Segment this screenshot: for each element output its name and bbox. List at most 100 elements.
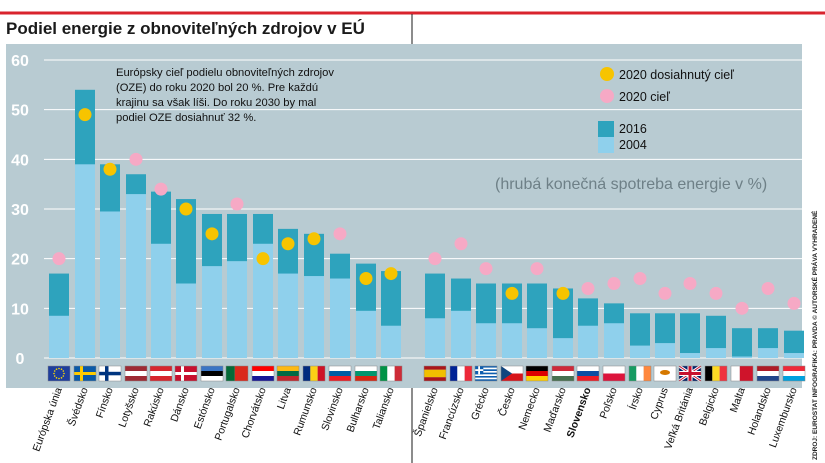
flag-icon: [602, 365, 626, 382]
bar-2004: [227, 261, 247, 358]
y-axis-ticks: 0 10 20 30 40 50 60: [11, 53, 29, 368]
category-label: Švédsko: [65, 385, 91, 427]
bar-2004: [527, 328, 547, 358]
flag-icon: [449, 365, 473, 382]
flag-icon: [328, 365, 352, 382]
note-text: Európsky cieľ podielu obnoviteľných zdro…: [116, 67, 334, 124]
target-dot: [683, 277, 697, 290]
y-tick-label: 10: [11, 301, 29, 318]
target-dot: [530, 262, 544, 276]
flag-icon: [653, 365, 677, 382]
legend-2016-swatch: [598, 121, 614, 137]
category-label: Európska únia: [31, 386, 65, 453]
flag-icon: [47, 365, 71, 382]
category-label: Belgicko: [697, 386, 722, 428]
flag-icon: [474, 365, 498, 382]
flag-icon: [225, 365, 249, 382]
chart-title: Podiel energie z obnoviteľných zdrojov v…: [6, 19, 365, 38]
flag-icon: [730, 365, 754, 382]
target-dot: [787, 296, 801, 310]
markers: [52, 108, 801, 315]
bar-2004: [100, 211, 120, 358]
category-label: Maďarsko: [542, 386, 569, 434]
achieved-dot: [103, 162, 117, 176]
category-label: Slovensko: [565, 386, 594, 439]
bar-2004: [278, 273, 298, 358]
category-label: Estónsko: [192, 386, 218, 431]
bar-2004: [655, 343, 675, 358]
flag-icon: [576, 365, 600, 382]
bar-2004: [381, 325, 401, 358]
bar-2004: [732, 356, 752, 358]
note-line-1: Európsky cieľ podielu obnoviteľných zdro…: [116, 67, 334, 79]
target-dot: [581, 281, 595, 295]
chart-subtitle: (hrubá konečná spotreba energie v %): [495, 176, 767, 193]
flag-icon: [276, 365, 300, 382]
category-label: Luxembursko: [767, 386, 800, 449]
category-label: Slovinsko: [319, 386, 346, 432]
flag-icon: [200, 365, 224, 382]
category-label: Taliansko: [371, 386, 397, 431]
bar-2004: [253, 243, 273, 358]
category-label: Bulharsko: [345, 386, 372, 434]
legend-2004-swatch: [598, 137, 614, 153]
flag-icon: [423, 365, 447, 382]
target-dot: [761, 281, 775, 295]
note-line-3: krajinu sa však líši. Do roku 2030 by ma…: [116, 97, 316, 109]
country-flags: [47, 364, 806, 383]
legend-achieved-swatch: [600, 67, 614, 81]
category-label: Španielsko: [411, 385, 441, 438]
achieved-dot: [307, 232, 321, 246]
target-dot: [154, 182, 168, 196]
category-label: Litva: [275, 386, 294, 411]
flag-icon: [500, 365, 524, 382]
target-dot: [428, 252, 442, 266]
bar-2016: [784, 330, 804, 358]
flag-icon: [678, 364, 702, 383]
note-line-2: (OZE) do roku 2020 bol 20 %. Pre každú: [116, 82, 318, 94]
target-dot: [52, 252, 66, 266]
target-dot: [230, 197, 244, 211]
bar-2004: [451, 310, 471, 358]
y-tick-label: 60: [11, 53, 29, 70]
legend-2016-label: 2016: [619, 122, 647, 136]
bar-2004: [151, 243, 171, 358]
y-tick-label: 0: [16, 351, 25, 368]
flag-icon: [124, 365, 148, 382]
category-label: Írsko: [626, 385, 646, 411]
target-dot: [454, 237, 468, 251]
bar-2004: [49, 315, 69, 358]
achieved-dot: [359, 272, 373, 286]
bar-2004: [304, 276, 324, 358]
category-label: Chorvátsko: [239, 386, 268, 440]
category-label: Rumunsko: [291, 386, 319, 437]
achieved-dot: [179, 202, 193, 216]
achieved-dot: [78, 108, 92, 122]
y-tick-label: 50: [11, 103, 29, 120]
bar-2004: [356, 310, 376, 358]
category-label: Dánsko: [168, 386, 192, 424]
bar-2004: [126, 194, 146, 358]
achieved-dot: [256, 252, 270, 266]
bar-2004: [476, 323, 496, 358]
legend-target-swatch: [600, 89, 614, 103]
achieved-dot: [205, 227, 219, 241]
flag-icon: [174, 365, 198, 382]
target-dot: [333, 227, 347, 241]
flag-icon: [628, 365, 652, 382]
source-credit: ZDROJ: EUROSTAT INFOGRAFIKA: PRAVDA © AU…: [810, 210, 819, 460]
y-tick-label: 20: [11, 252, 29, 269]
target-dot: [479, 262, 493, 276]
bar-2004: [202, 266, 222, 358]
y-tick-label: 30: [11, 202, 29, 219]
category-labels: Európska únia Švédsko Fínsko Lotyšsko Rakúsk…: [31, 385, 800, 453]
bar-2016: [680, 313, 700, 358]
achieved-dot: [505, 286, 519, 300]
category-label: Česko: [495, 385, 517, 418]
legend-achieved-label: 2020 dosiahnutý cieľ: [619, 68, 734, 82]
target-dot: [735, 301, 749, 315]
bar-2004: [553, 338, 573, 358]
category-label: Portugalsko: [213, 386, 243, 442]
flag-icon: [782, 365, 806, 382]
